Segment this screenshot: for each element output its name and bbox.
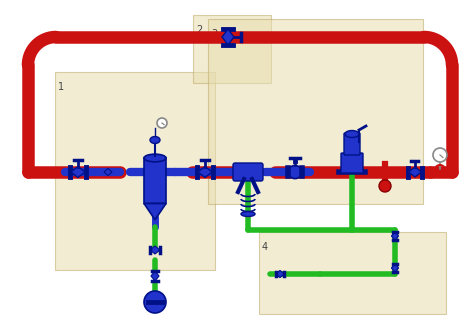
- Polygon shape: [144, 204, 166, 220]
- Polygon shape: [150, 246, 160, 254]
- Polygon shape: [222, 29, 234, 45]
- Polygon shape: [409, 167, 421, 177]
- Circle shape: [433, 148, 447, 162]
- FancyBboxPatch shape: [55, 72, 215, 270]
- FancyBboxPatch shape: [208, 19, 423, 204]
- Text: 1: 1: [58, 82, 64, 92]
- Text: 4: 4: [262, 242, 268, 252]
- Polygon shape: [151, 271, 159, 281]
- FancyBboxPatch shape: [233, 163, 263, 181]
- Ellipse shape: [150, 136, 160, 143]
- Circle shape: [144, 291, 166, 313]
- FancyBboxPatch shape: [259, 232, 446, 314]
- Polygon shape: [104, 168, 112, 176]
- Circle shape: [288, 165, 301, 179]
- Circle shape: [379, 180, 391, 192]
- Polygon shape: [392, 264, 399, 272]
- FancyBboxPatch shape: [344, 133, 360, 155]
- Ellipse shape: [345, 130, 359, 137]
- Text: 3: 3: [211, 29, 217, 39]
- Polygon shape: [71, 167, 85, 178]
- Text: 2: 2: [196, 25, 202, 35]
- Polygon shape: [275, 270, 284, 278]
- Polygon shape: [392, 232, 399, 240]
- Circle shape: [157, 118, 167, 128]
- Ellipse shape: [144, 154, 166, 162]
- FancyBboxPatch shape: [144, 158, 166, 204]
- Polygon shape: [198, 167, 212, 178]
- Ellipse shape: [241, 211, 255, 216]
- FancyBboxPatch shape: [341, 153, 363, 173]
- FancyBboxPatch shape: [193, 15, 271, 83]
